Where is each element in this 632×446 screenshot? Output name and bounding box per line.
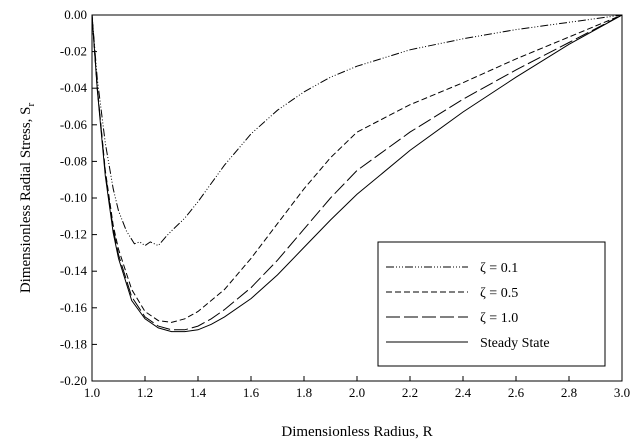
legend: ζ = 0.1 ζ = 0.5 ζ = 1.0 Steady State — [377, 241, 606, 367]
x-tick-label: 1.2 — [137, 385, 153, 400]
x-axis: 1.0 1.2 1.4 1.6 1.8 2.0 2.2 2.4 2.6 2.8 3.0 — [84, 376, 630, 400]
x-tick-label: 2.0 — [349, 385, 365, 400]
x-tick-label: 1.8 — [296, 385, 312, 400]
series-line-1 — [91, 14, 623, 323]
y-axis-title-main: Dimensionless Radial Stress, S — [18, 107, 34, 294]
y-axis-title-subscript: r — [25, 103, 37, 107]
y-tick-label: -0.04 — [60, 80, 88, 95]
legend-label-2: ζ = 1.0 — [480, 311, 518, 326]
y-tick-label: -0.10 — [60, 190, 87, 205]
y-tick-label: -0.16 — [60, 300, 88, 315]
series-layer — [91, 14, 623, 333]
y-tick-label: -0.12 — [60, 227, 87, 242]
y-tick-label: -0.14 — [60, 263, 88, 278]
x-tick-label: 2.4 — [455, 385, 472, 400]
x-tick-label: 2.2 — [402, 385, 418, 400]
y-axis-title: Dimensionless Radial Stress, Sr — [18, 103, 37, 294]
legend-label-3: Steady State — [480, 336, 550, 351]
x-tick-label: 3.0 — [614, 385, 630, 400]
y-tick-label: -0.08 — [60, 153, 87, 168]
y-tick-label: 0.00 — [64, 7, 87, 22]
legend-box — [377, 241, 606, 367]
legend-label-1: ζ = 0.5 — [480, 286, 518, 301]
x-tick-label: 2.6 — [508, 385, 525, 400]
x-tick-label: 1.6 — [243, 385, 260, 400]
y-tick-label: -0.20 — [60, 373, 87, 388]
series-line-2 — [91, 14, 623, 331]
series-line-3 — [91, 14, 623, 333]
x-tick-label: 2.8 — [561, 385, 577, 400]
y-tick-label: -0.06 — [60, 117, 88, 132]
y-tick-label: -0.02 — [60, 44, 87, 59]
y-axis: 0.00 -0.02 -0.04 -0.06 -0.08 -0.10 -0.12 -0.14 -… — [60, 7, 97, 388]
x-axis-title: Dimensionless Radius, R — [281, 424, 432, 440]
x-tick-label: 1.4 — [190, 385, 207, 400]
series-line-0 — [91, 14, 623, 247]
x-tick-label: 1.0 — [84, 385, 100, 400]
y-tick-label: -0.18 — [60, 336, 87, 351]
legend-label-0: ζ = 0.1 — [480, 261, 518, 276]
